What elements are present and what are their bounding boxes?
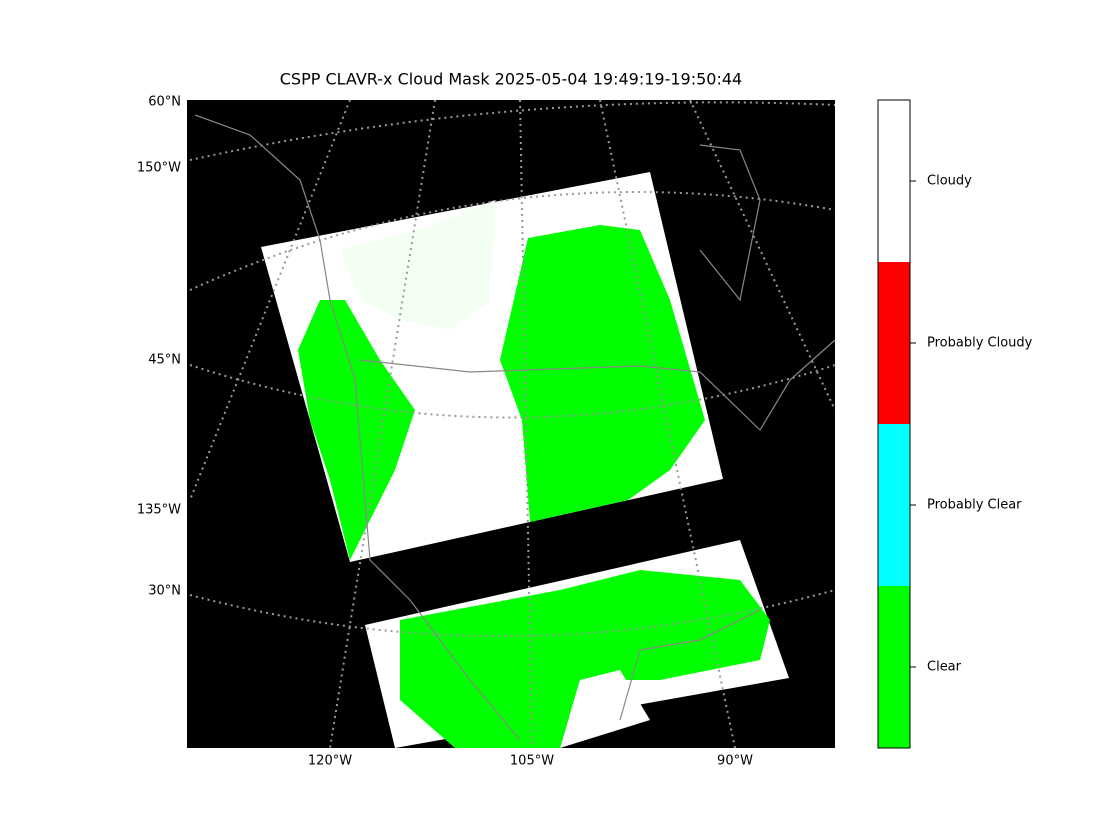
cloud-region: [560, 670, 650, 748]
graticule: [189, 191, 836, 291]
lat-lon-label: 150°W: [137, 161, 181, 176]
map-title: CSPP CLAVR-x Cloud Mask 2025-05-04 19:49…: [280, 70, 742, 89]
coastline: [699, 144, 761, 302]
clear-region: [298, 300, 415, 560]
coastline: [194, 114, 521, 741]
graticule: [329, 99, 436, 749]
colorbar-segment: [878, 424, 910, 586]
colorbar-segment: [878, 262, 910, 424]
cloud-region: [340, 200, 495, 330]
lat-lon-label: 45°N: [148, 353, 181, 368]
colorbar-label: Probably Clear: [927, 498, 1022, 513]
axis-labels: 60°N 150°W 45°N 135°W 30°N 120°W 105°W 90°W: [137, 95, 753, 769]
graticule: [519, 99, 533, 749]
colorbar-frame: [877, 99, 911, 749]
lat-lon-label: 30°N: [148, 584, 181, 599]
clear-region: [500, 225, 705, 522]
map: [187, 99, 836, 749]
coastline: [619, 609, 761, 721]
colorbar-label: Clear: [927, 660, 962, 675]
colorbar-segment: [878, 100, 910, 262]
lat-lon-label: 60°N: [148, 95, 181, 110]
lon-label: 120°W: [308, 754, 352, 769]
colorbar-label: Probably Cloudy: [927, 336, 1033, 351]
lon-label: 105°W: [510, 754, 554, 769]
graticule: [599, 99, 736, 749]
graticule: [189, 101, 836, 161]
clear-region: [400, 570, 770, 748]
border: [359, 359, 761, 431]
lat-lon-label: 135°W: [137, 503, 181, 518]
coastline: [759, 339, 836, 431]
lon-label: 90°W: [717, 754, 753, 769]
colorbar-segment: [878, 586, 910, 748]
colorbar-label: Cloudy: [927, 174, 972, 189]
graticule: [189, 589, 836, 638]
